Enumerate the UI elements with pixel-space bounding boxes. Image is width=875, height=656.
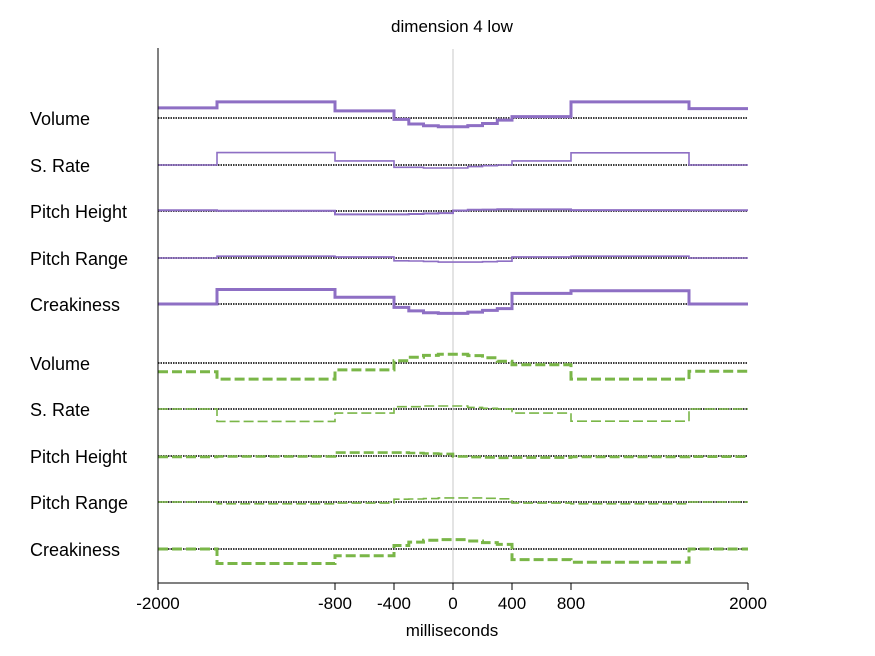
series-line bbox=[158, 538, 748, 565]
row-label: Volume bbox=[30, 109, 90, 129]
x-tick-label: -800 bbox=[318, 594, 352, 613]
row-label: Volume bbox=[30, 354, 90, 374]
x-tick-label: 800 bbox=[557, 594, 585, 613]
series-line bbox=[158, 100, 748, 129]
x-tick-label: 400 bbox=[498, 594, 526, 613]
row-label: Pitch Range bbox=[30, 493, 128, 513]
series-line bbox=[158, 151, 748, 169]
series-line bbox=[158, 497, 748, 505]
series-line bbox=[158, 208, 748, 216]
row-label: Creakiness bbox=[30, 295, 120, 315]
x-axis-label: milliseconds bbox=[406, 621, 499, 640]
series-line bbox=[158, 352, 748, 381]
x-tick-label: -2000 bbox=[136, 594, 179, 613]
x-axis-ticks: -2000 -800 -400 0 400 800 2000 bbox=[136, 583, 767, 613]
series-line bbox=[158, 451, 748, 460]
x-tick-label: -400 bbox=[377, 594, 411, 613]
row-label: S. Rate bbox=[30, 156, 90, 176]
row-labels: Volume S. Rate Pitch Height Pitch Range Crea… bbox=[30, 109, 128, 560]
row-label: S. Rate bbox=[30, 400, 90, 420]
row-label: Pitch Range bbox=[30, 249, 128, 269]
x-tick-label: 0 bbox=[448, 594, 457, 613]
series-line bbox=[158, 255, 748, 263]
row-label: Pitch Height bbox=[30, 447, 127, 467]
series-line bbox=[158, 288, 748, 315]
x-tick-label: 2000 bbox=[729, 594, 767, 613]
row-label: Creakiness bbox=[30, 540, 120, 560]
row-label: Pitch Height bbox=[30, 202, 127, 222]
series-line bbox=[158, 405, 748, 423]
chart-title: dimension 4 low bbox=[391, 17, 514, 36]
series-lines bbox=[158, 100, 748, 565]
